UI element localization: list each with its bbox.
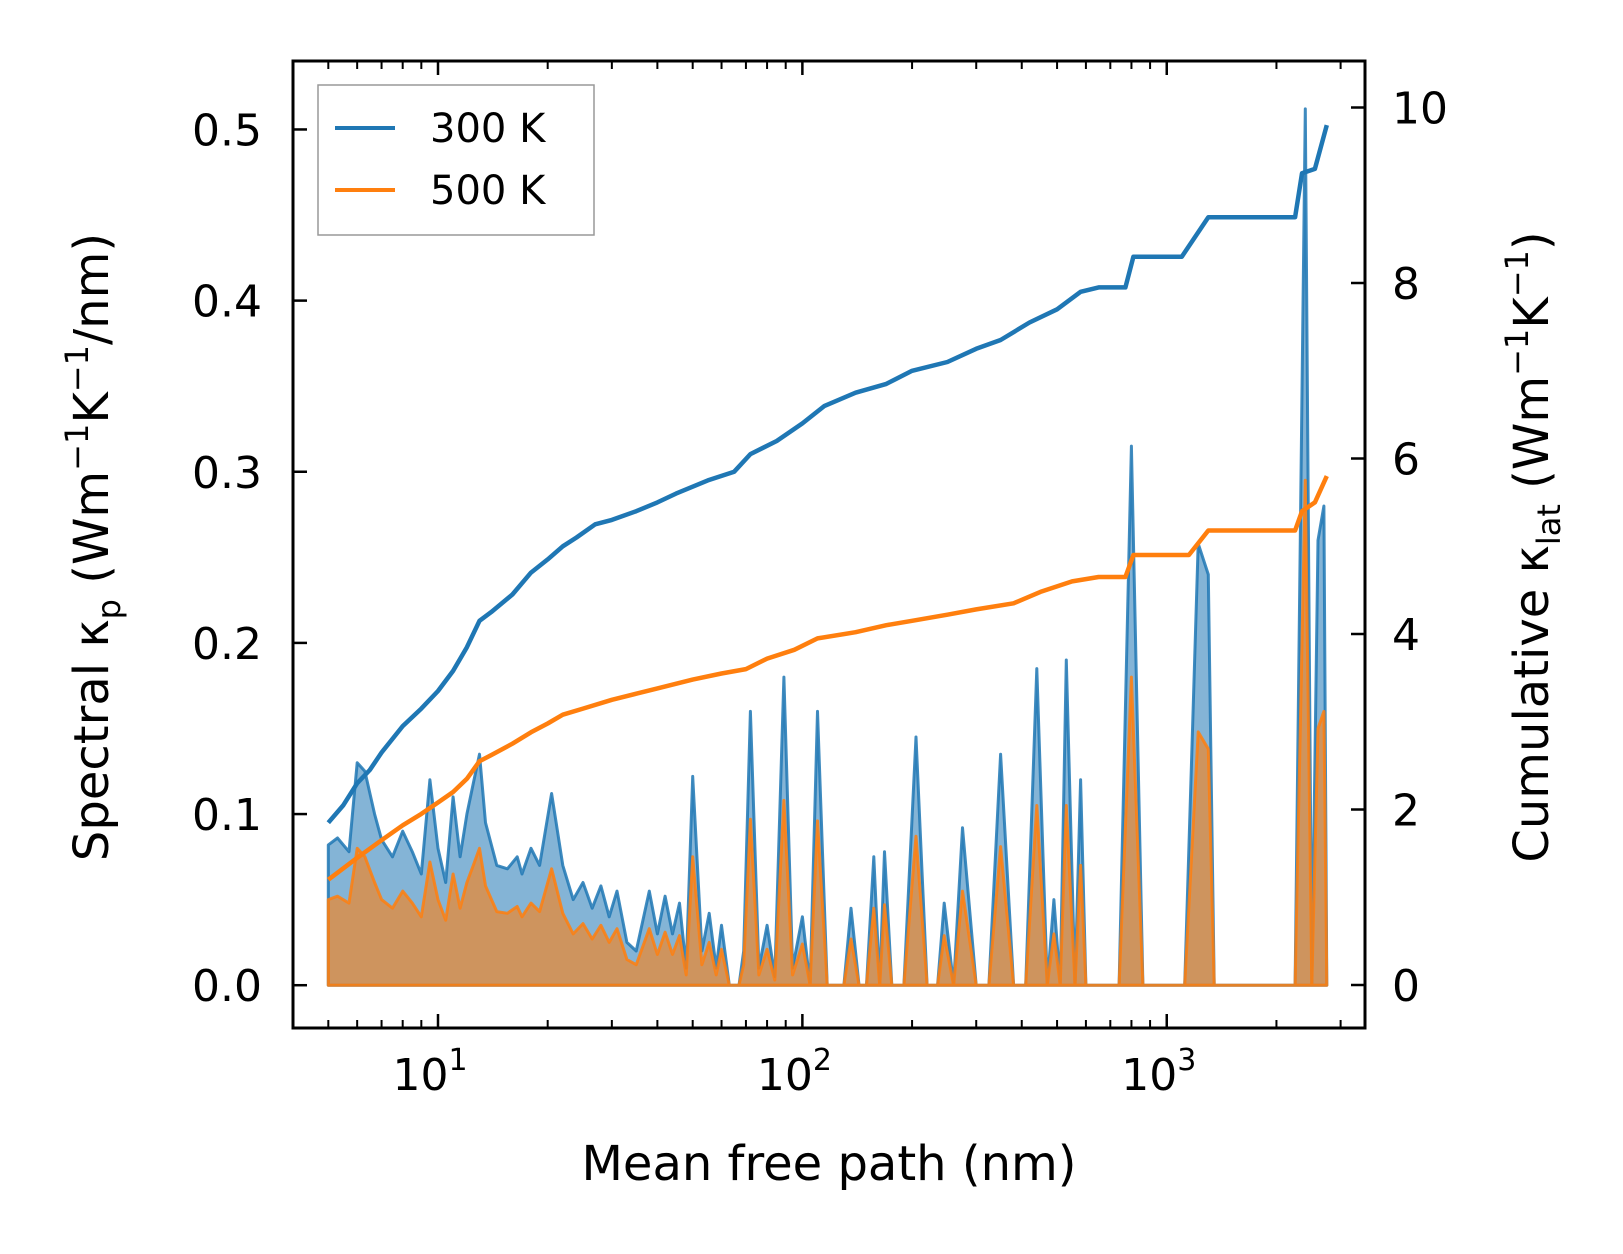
y-right-sub: lat xyxy=(1530,504,1568,545)
y-right-tick-label: 6 xyxy=(1392,435,1420,486)
y-axis-left-title: Spectral κp (Wm−1K−1/nm) xyxy=(58,233,128,861)
x-axis-title: Mean free path (nm) xyxy=(582,1136,1077,1192)
y-left-sup2: −1 xyxy=(58,345,96,392)
y-left-mid: K xyxy=(64,391,120,424)
x-tick-base: 10 xyxy=(757,1050,813,1101)
y-right-tick-label: 2 xyxy=(1392,786,1420,837)
y-right-sup1: −1 xyxy=(1498,329,1536,376)
x-tick-label: 101 xyxy=(392,1043,467,1101)
y-right-tick-label: 8 xyxy=(1392,259,1420,310)
y-left-tick-label: 0.3 xyxy=(192,448,262,499)
y-left-tick-label: 0.4 xyxy=(192,277,262,328)
y-right-end: ) xyxy=(1504,231,1560,250)
legend-label-300k: 300 K xyxy=(430,106,547,152)
y-left-sub: p xyxy=(90,599,128,619)
spectral-area-500k xyxy=(326,478,1329,987)
x-tick-base: 10 xyxy=(392,1050,448,1101)
y-left-tick-label: 0.1 xyxy=(192,790,262,841)
y-right-sup2: −1 xyxy=(1498,250,1536,297)
y-axis-right-title: Cumulative κlat (Wm−1K−1) xyxy=(1498,231,1568,862)
y-right-suffix: (Wm xyxy=(1504,376,1560,504)
x-tick-label: 103 xyxy=(1121,1043,1196,1101)
x-tick-exponent: 2 xyxy=(813,1043,832,1078)
y-left-tick-label: 0.0 xyxy=(192,961,262,1012)
plot-frame xyxy=(291,59,1367,1030)
y-left-suffix: (Wm xyxy=(64,471,120,599)
y-axis-left-title-text: Spectral κp (Wm−1K−1/nm) xyxy=(58,233,128,861)
x-tick-label: 102 xyxy=(757,1043,832,1101)
cumulative-line-300k xyxy=(326,124,1329,825)
y-right-tick-label: 4 xyxy=(1392,610,1420,661)
y-left-tick-label: 0.2 xyxy=(192,619,262,670)
y-left-end: /nm) xyxy=(64,233,120,345)
y-right-mid: K xyxy=(1504,296,1560,329)
y-axis-right-title-text: Cumulative κlat (Wm−1K−1) xyxy=(1498,231,1568,862)
legend-label-500k: 500 K xyxy=(430,168,547,214)
y-right-tick-label: 0 xyxy=(1392,961,1420,1012)
y-left-prefix: Spectral κ xyxy=(64,619,120,861)
spectral-layer xyxy=(326,107,1329,987)
x-tick-base: 10 xyxy=(1121,1050,1177,1101)
y-left-tick-label: 0.5 xyxy=(192,105,262,156)
cumulative-line-500k xyxy=(326,475,1329,882)
legend: 300 K 500 K xyxy=(317,84,595,236)
y-right-prefix: Cumulative κ xyxy=(1504,545,1560,863)
x-tick-exponent: 3 xyxy=(1177,1043,1196,1078)
cumulative-layer xyxy=(326,124,1329,882)
y-left-sup1: −1 xyxy=(58,424,96,471)
x-tick-exponent: 1 xyxy=(448,1043,467,1078)
y-right-tick-label: 10 xyxy=(1392,84,1448,135)
legend-box xyxy=(317,84,595,236)
